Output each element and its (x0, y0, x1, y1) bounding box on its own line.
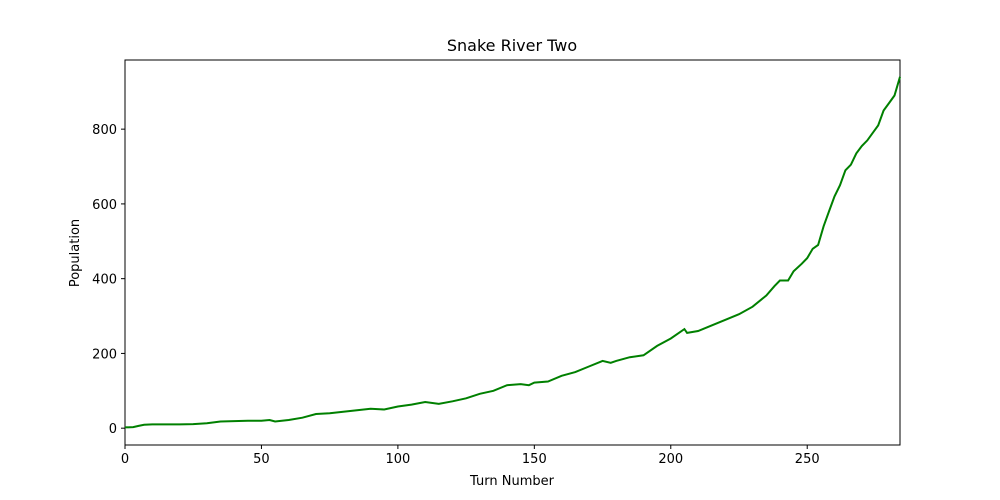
x-axis-ticks: 0 50 100 150 200 250 (121, 445, 820, 467)
population-line (124, 76, 901, 429)
x-tick-label: 100 (385, 452, 410, 467)
x-tick-label: 250 (795, 452, 820, 467)
chart-title: Snake River Two (447, 36, 577, 55)
x-tick-label: 0 (121, 452, 129, 467)
y-tick-label: 0 (109, 422, 117, 437)
x-tick-label: 200 (658, 452, 683, 467)
x-axis-label: Turn Number (469, 474, 555, 489)
y-tick-label: 200 (92, 347, 117, 362)
x-tick-label: 150 (522, 452, 547, 467)
x-tick-label: 50 (253, 452, 270, 467)
y-tick-label: 800 (92, 123, 117, 138)
y-tick-label: 400 (92, 273, 117, 288)
y-axis-label: Population (68, 219, 83, 287)
y-axis-ticks: 0 200 400 600 800 (92, 123, 125, 437)
plot-frame (124, 59, 901, 446)
y-tick-label: 600 (92, 198, 117, 213)
